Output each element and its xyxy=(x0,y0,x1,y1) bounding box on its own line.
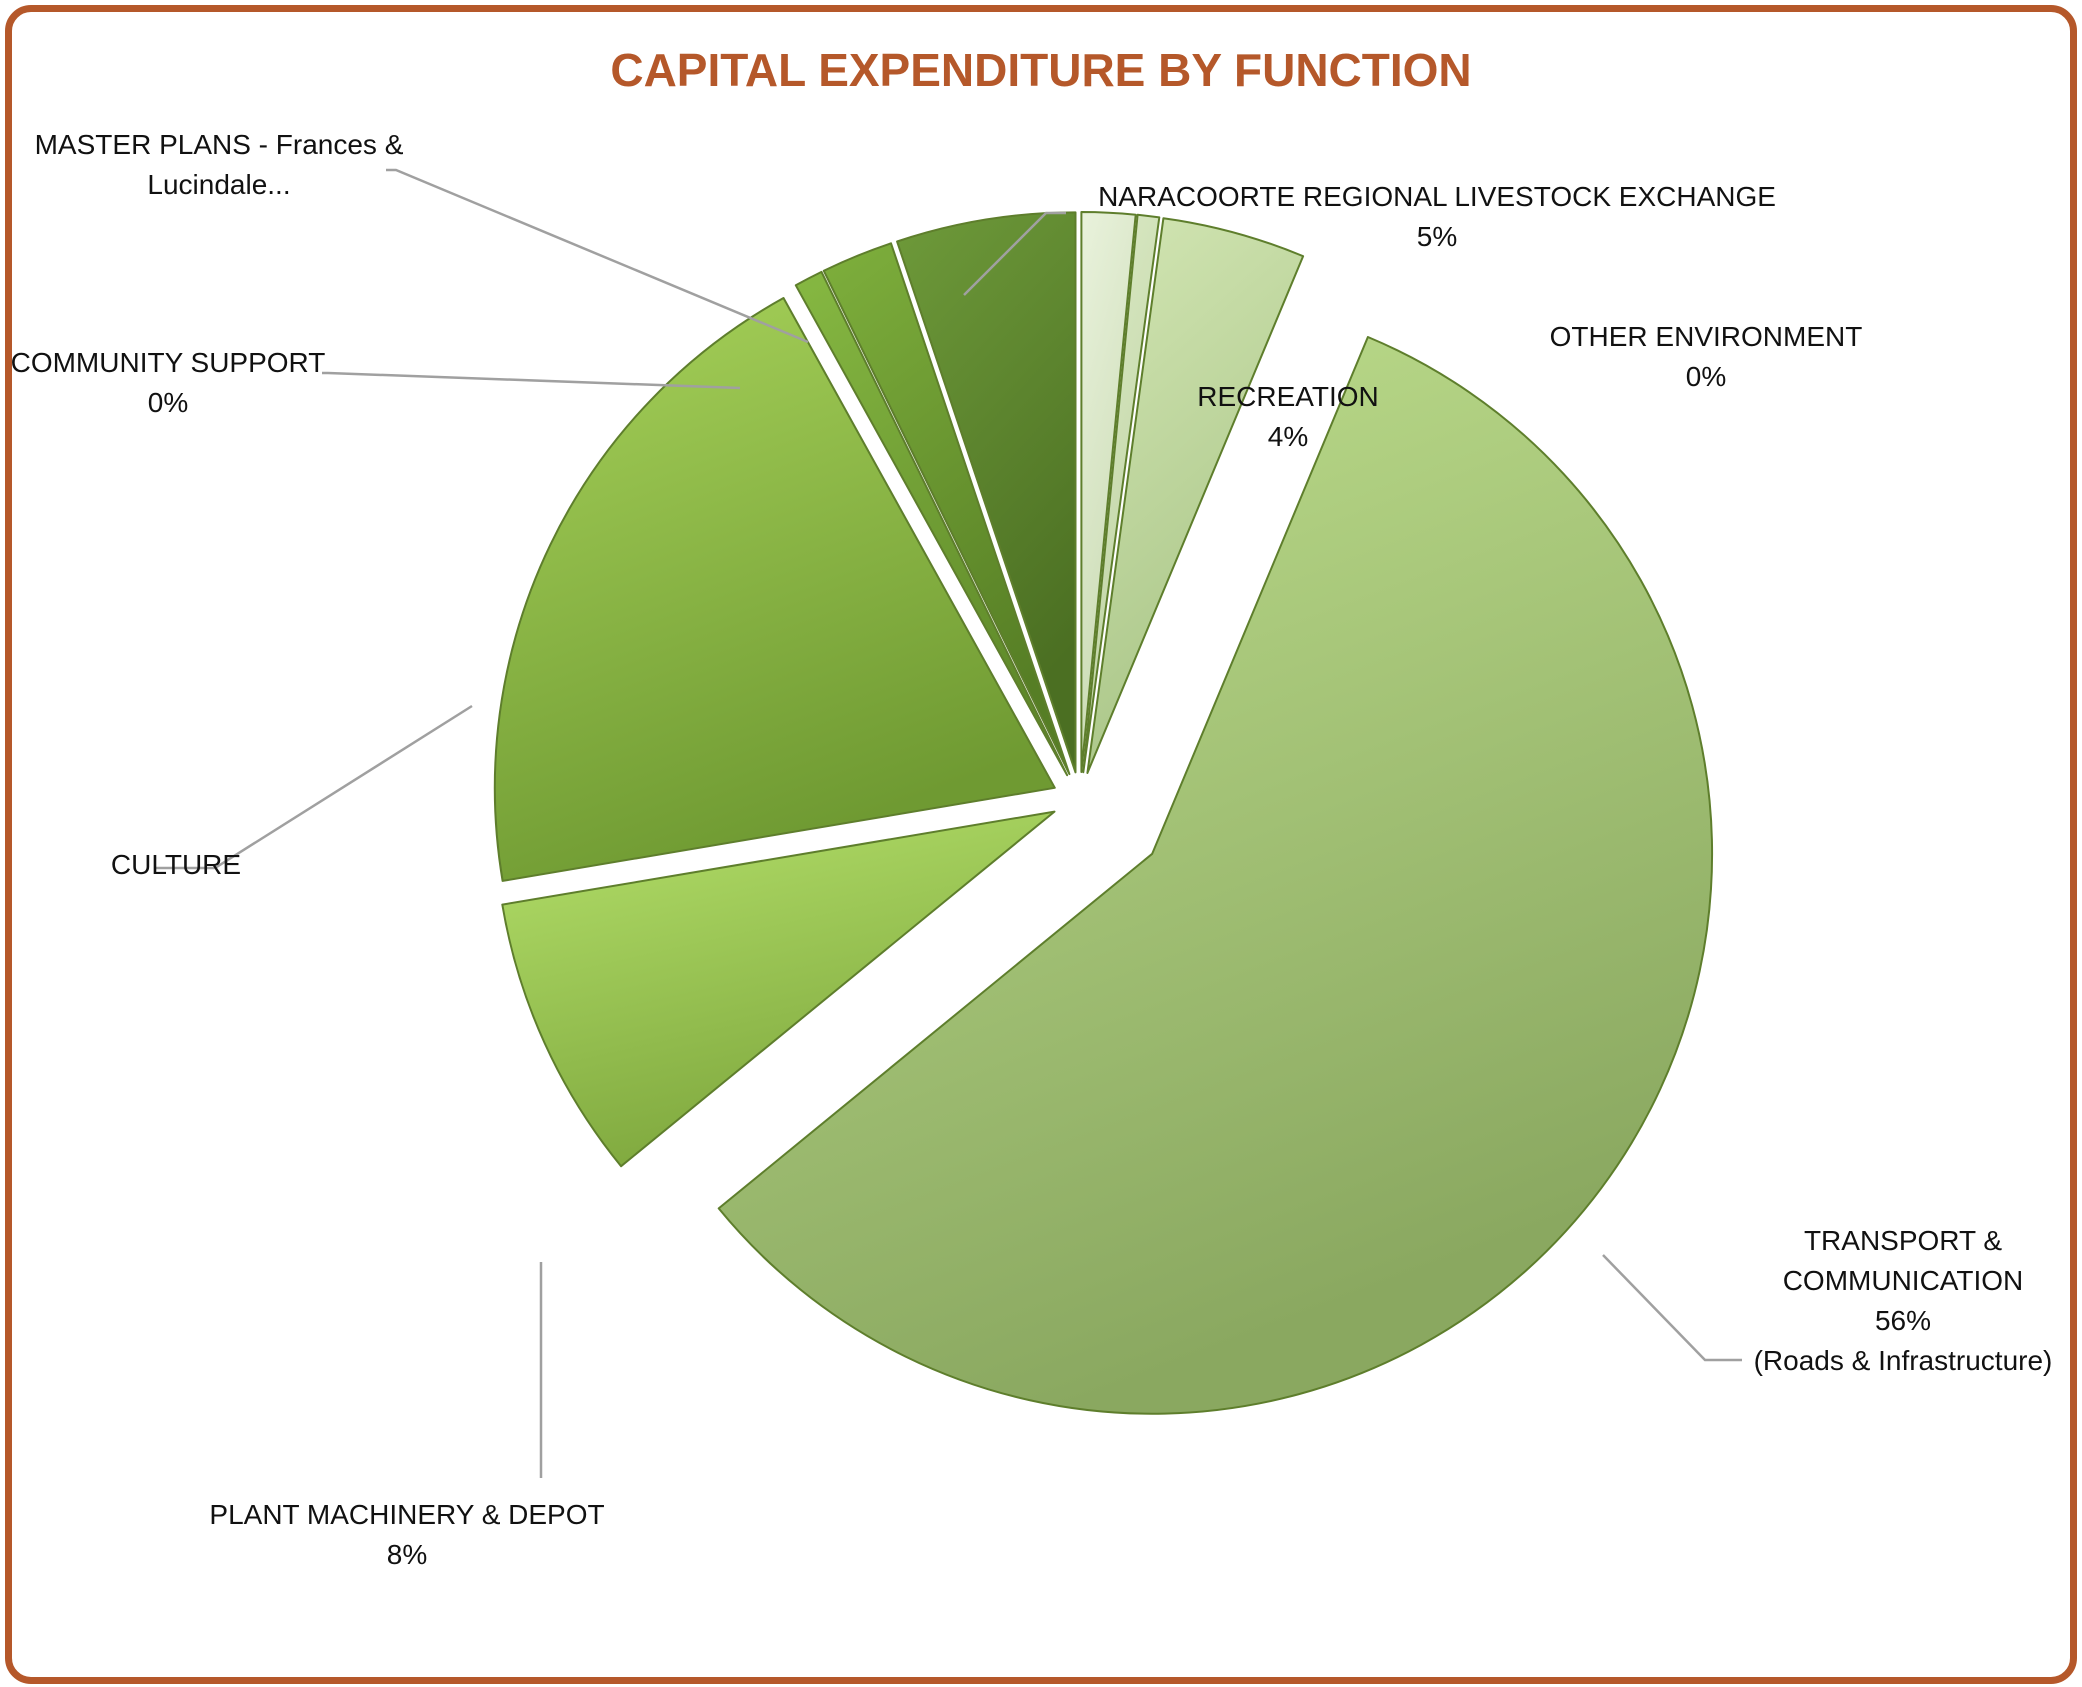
slice-label-line: CULTURE xyxy=(111,849,241,880)
slice-label-line: 0% xyxy=(148,387,188,418)
slice-label-line: TRANSPORT & xyxy=(1804,1225,2002,1256)
pie-slices xyxy=(493,211,1714,1415)
pie-slice-plant-machinery-depot xyxy=(501,810,1056,1168)
slice-label-other-environment: OTHER ENVIRONMENT 0% xyxy=(1550,321,1863,392)
slice-label-line: COMMUNICATION xyxy=(1783,1265,2024,1296)
slice-label-line: RECREATION xyxy=(1197,381,1379,412)
slice-label-transport-communication: TRANSPORT & COMMUNICATION 56% (Roads & Infr… xyxy=(1754,1225,2053,1376)
slice-label-recreation: RECREATION 4% xyxy=(1197,381,1379,452)
slice-label-culture: CULTURE xyxy=(111,849,241,880)
pie-slice-unlabelled-1 xyxy=(1082,213,1161,774)
chart-title: CAPITAL EXPENDITURE BY FUNCTION xyxy=(610,44,1471,96)
slice-label-line: 5% xyxy=(1417,221,1457,252)
pie-slice-naracoorte-regional-livestock-exchange xyxy=(896,211,1077,774)
slice-label-line: OTHER ENVIRONMENT xyxy=(1550,321,1863,352)
pie-slice-transport-communication xyxy=(717,336,1714,1415)
pie-slice-other-environment xyxy=(1080,211,1137,773)
pie-slice-master-plans-frances-lucindale xyxy=(822,242,1071,776)
slice-label-community-support: COMMUNITY SUPPORT 0% xyxy=(11,347,326,418)
slice-label-line: PLANT MACHINERY & DEPOT xyxy=(209,1499,604,1530)
pie-slice-community-support xyxy=(794,270,1069,777)
leader-line-community-support xyxy=(322,371,741,390)
slice-label-master-plans-frances-lucindale: MASTER PLANS - Frances & Lucindale... xyxy=(35,129,404,200)
slice-label-naracoorte-regional-livestock-exchange: NARACOORTE REGIONAL LIVESTOCK EXCHANGE 5% xyxy=(1098,181,1776,252)
slice-label-line: 4% xyxy=(1268,421,1308,452)
leader-line-master-plans-frances-lucindale xyxy=(386,168,809,344)
pie-slice-culture xyxy=(493,297,1056,882)
slice-label-line: (Roads & Infrastructure) xyxy=(1754,1345,2053,1376)
slice-label-plant-machinery-depot: PLANT MACHINERY & DEPOT 8% xyxy=(209,1499,604,1570)
slice-label-line: MASTER PLANS - Frances & xyxy=(35,129,404,160)
leader-line-culture xyxy=(155,704,473,870)
slice-label-line: Lucindale... xyxy=(147,169,290,200)
leader-lines xyxy=(155,168,1742,1478)
slice-label-line: NARACOORTE REGIONAL LIVESTOCK EXCHANGE xyxy=(1098,181,1776,212)
slice-labels: OTHER ENVIRONMENT 0% RECREATION 4% TRANSPORT… xyxy=(11,129,2053,1570)
slice-label-line: 56% xyxy=(1875,1305,1931,1336)
pie-slice-recreation xyxy=(1086,217,1305,774)
leader-line-naracoorte-regional-livestock-exchange xyxy=(963,211,1066,296)
slice-label-line: COMMUNITY SUPPORT xyxy=(11,347,326,378)
slice-label-line: 8% xyxy=(387,1539,427,1570)
slice-label-line: 0% xyxy=(1686,361,1726,392)
leader-line-transport-communication xyxy=(1602,1254,1742,1362)
